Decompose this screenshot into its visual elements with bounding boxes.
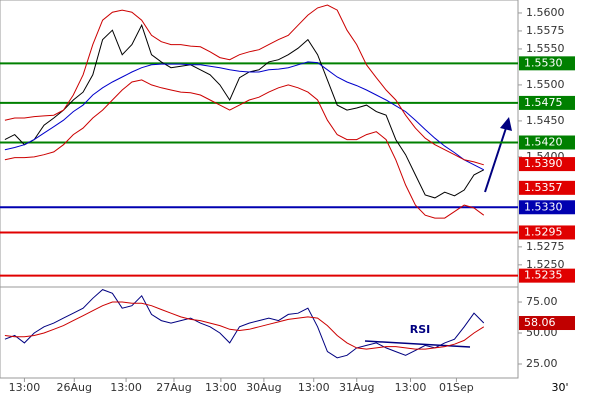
level-box — [519, 200, 575, 215]
x-tick-label: 13:00 — [395, 381, 427, 394]
x-tick-label: 13:00 — [205, 381, 237, 394]
level-label: 1.5330 — [524, 200, 563, 213]
forecast-arrow — [484, 127, 507, 193]
level-box — [519, 135, 575, 150]
level-label: 1.5390 — [524, 157, 563, 170]
y-tick-label: 25.00 — [526, 357, 558, 370]
y-tick-label: 1.5275 — [526, 240, 565, 253]
plot-area — [0, 0, 519, 379]
current-box — [519, 316, 575, 331]
x-tick-label: 26Aug — [57, 381, 92, 394]
y-tick-label: 1.5575 — [526, 24, 565, 37]
level-label: 1.5530 — [524, 56, 563, 69]
x-tick-label: 13:00 — [298, 381, 330, 394]
timeframe-label: 30' — [551, 381, 568, 394]
x-tick-label: 30Aug — [246, 381, 281, 394]
y-tick-label: 1.5600 — [526, 6, 565, 19]
level-label: 1.5295 — [524, 225, 563, 238]
series-line — [4, 4, 484, 166]
x-tick-label: 13:00 — [9, 381, 41, 394]
y-tick-label: 1.5500 — [526, 78, 565, 91]
level-label: 1.5357 — [524, 181, 563, 194]
series-line — [4, 79, 485, 219]
level-box — [519, 225, 575, 240]
level-box — [519, 56, 575, 71]
level-box — [519, 268, 575, 283]
x-tick-label: 01Sep — [439, 381, 474, 394]
y-tick-label: 1.5550 — [526, 42, 565, 55]
series-line — [4, 301, 485, 350]
level-label: 1.5475 — [524, 96, 563, 109]
y-tick-label: 75.00 — [526, 295, 558, 308]
x-tick-label: 27Aug — [156, 381, 191, 394]
level-box — [519, 180, 575, 195]
series-line — [4, 23, 485, 199]
series-line — [4, 61, 485, 171]
y-tick-label: 1.5250 — [526, 258, 565, 271]
rsi-trend-line — [364, 340, 471, 348]
level-label: 1.5420 — [524, 136, 563, 149]
level-box — [519, 157, 575, 172]
current-label: 58.06 — [524, 316, 556, 329]
y-tick-label: 1.5450 — [526, 114, 565, 127]
level-label: 1.5235 — [524, 269, 563, 282]
forecast-arrow-head — [500, 117, 512, 131]
level-box — [519, 95, 575, 110]
series-line — [4, 289, 485, 359]
x-tick-label: 31Aug — [339, 381, 374, 394]
x-tick-label: 13:00 — [110, 381, 142, 394]
rsi-annotation: RSI — [410, 323, 431, 336]
